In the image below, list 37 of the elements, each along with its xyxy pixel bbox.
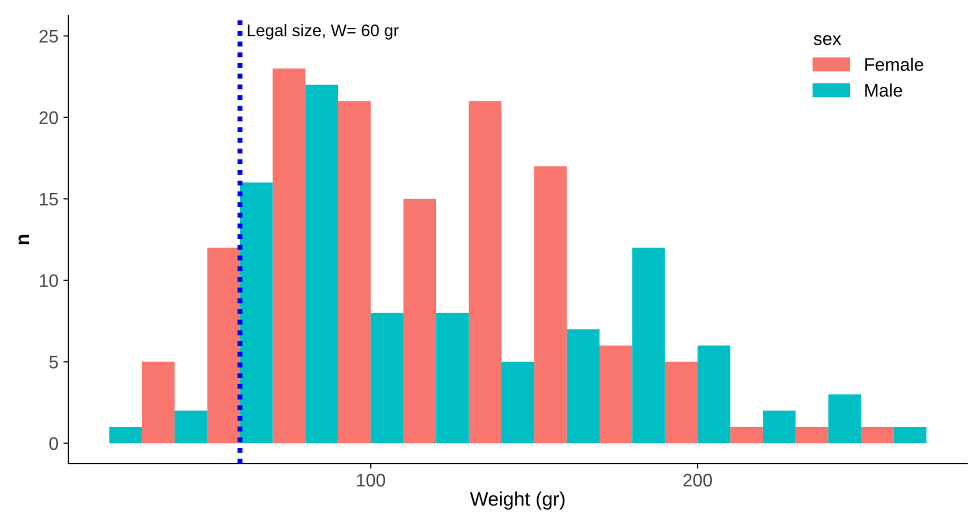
y-tick-label: 10 — [40, 274, 58, 288]
ref-line-label: Legal size, W= 60 gr — [248, 24, 399, 40]
y-tick-label: 5 — [49, 356, 58, 368]
x-tick-label: 100 — [357, 474, 386, 487]
y-tick-label: 15 — [40, 192, 58, 206]
bar — [142, 362, 175, 444]
x-axis-title: Weight (gr) — [470, 492, 565, 510]
bar — [762, 410, 796, 444]
y-axis-title: n — [18, 234, 29, 244]
legend-title: sex — [814, 35, 842, 46]
legend-label: Female — [865, 58, 924, 71]
legend-label: Male — [865, 84, 902, 97]
bar — [272, 68, 306, 444]
bar — [796, 426, 828, 444]
bar — [436, 312, 469, 444]
bar — [338, 101, 371, 444]
bar — [894, 426, 926, 444]
x-tick-label: 200 — [683, 474, 712, 487]
bar — [698, 345, 730, 444]
y-tick-label: 0 — [49, 437, 58, 450]
bar — [861, 426, 894, 444]
bar — [632, 248, 665, 444]
bar — [468, 101, 502, 444]
y-tick-label: 25 — [39, 30, 58, 43]
bar — [109, 426, 142, 444]
bar — [305, 84, 338, 444]
bar — [403, 198, 436, 444]
y-tick-label: 20 — [39, 111, 58, 124]
bar — [730, 426, 763, 444]
bar — [664, 362, 698, 444]
bar — [534, 166, 567, 444]
bar — [828, 394, 862, 444]
bar — [566, 329, 600, 444]
bar — [501, 362, 534, 444]
bar — [370, 312, 404, 444]
bar — [600, 345, 632, 444]
bar — [174, 410, 208, 444]
